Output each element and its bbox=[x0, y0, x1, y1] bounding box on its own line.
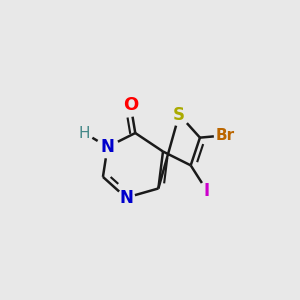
Text: N: N bbox=[119, 189, 133, 207]
Text: S: S bbox=[173, 106, 185, 124]
Text: Br: Br bbox=[216, 128, 235, 143]
Text: N: N bbox=[100, 138, 115, 156]
Text: H: H bbox=[79, 125, 90, 140]
Text: I: I bbox=[204, 182, 210, 200]
Text: O: O bbox=[123, 96, 138, 114]
